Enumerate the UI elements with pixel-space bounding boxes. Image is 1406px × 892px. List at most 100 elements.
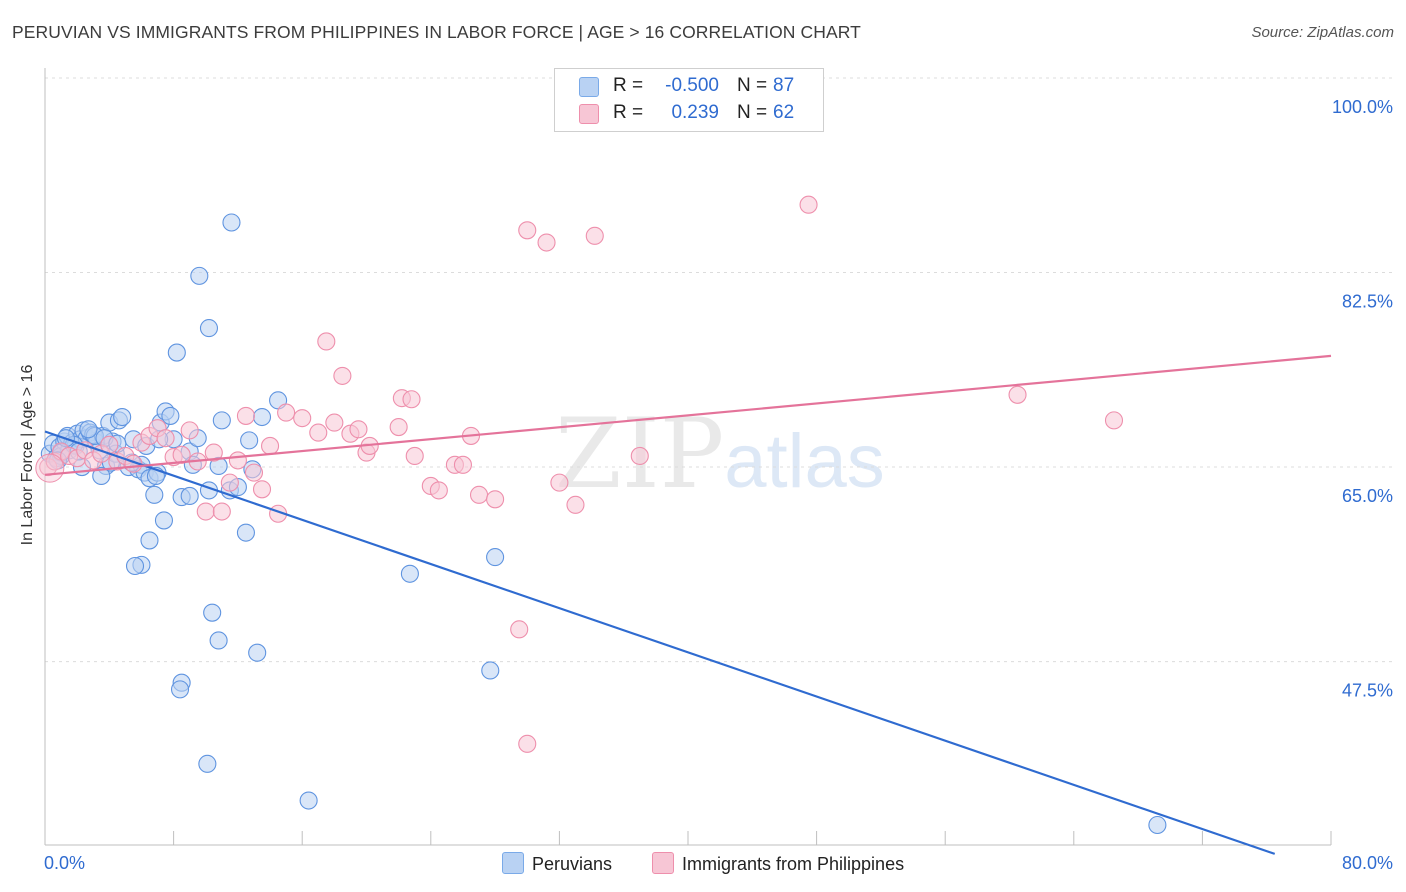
data-point [518,734,537,753]
data-point [220,473,239,492]
data-point [510,620,529,639]
legend-n-label: N = [737,75,768,96]
y-tick-label: 100.0% [1332,97,1393,117]
legend-swatch-philippines [579,104,599,124]
watermark-atlas: atlas [724,419,885,504]
data-point [154,511,174,530]
data-point [212,411,231,430]
data-point-cluster [35,453,65,483]
data-point [317,332,336,351]
data-point [167,343,186,362]
series-points-philippines [39,195,1124,753]
data-point [630,446,649,465]
data-point [325,413,344,432]
legend-r-value: -0.500 [665,75,719,96]
y-tick-label: 82.5% [1342,292,1393,312]
series-name-philippines: Immigrants from Philippines [682,854,905,874]
y-tick-label: 65.0% [1342,486,1393,506]
data-point [252,407,272,427]
data-point [453,455,473,474]
data-point [481,661,500,680]
data-point [429,481,448,500]
series-legend-peruvians: Peruvians [502,852,612,875]
data-point [92,466,111,486]
data-point [156,429,175,448]
data-point [79,420,98,439]
data-point [389,417,408,437]
legend-r-value: 0.239 [671,102,719,123]
trend-lines [44,354,1332,855]
series-swatch-peruvians [502,852,524,874]
x-tick-label-min: 0.0% [44,853,85,873]
data-point [299,791,318,810]
data-point [1008,385,1027,404]
data-point [550,473,569,492]
data-point [585,226,604,245]
data-point [518,221,537,240]
data-points [35,195,1167,835]
data-point [402,390,421,409]
data-point [244,463,264,482]
data-point [204,443,223,462]
data-point [198,754,217,773]
data-point [140,531,159,550]
data-point [196,502,215,521]
trend-line-peruvians [44,430,1276,855]
data-point [236,406,255,425]
data-point [309,423,328,442]
data-point [113,407,132,427]
data-point [180,421,199,440]
trend-line-philippines [44,354,1332,476]
data-point [125,556,145,576]
data-point [400,564,419,583]
series-swatch-philippines [652,852,674,874]
data-point [1104,411,1124,430]
data-point [799,195,818,214]
data-point [190,266,209,285]
data-point [486,490,505,509]
data-point [537,233,556,252]
data-point [240,431,259,450]
data-point [486,548,505,567]
legend-r-label: R = [613,75,644,96]
data-point [161,406,180,425]
data-point [199,319,219,338]
x-tick-label-max: 80.0% [1342,853,1393,873]
data-point [349,420,368,439]
data-point [222,213,241,232]
legend-n-label: N = [737,102,768,123]
chart-title: PERUVIAN VS IMMIGRANTS FROM PHILIPPINES … [12,22,861,42]
watermark: ZIPatlas [555,398,885,510]
data-point [405,446,424,465]
data-point [277,403,296,422]
series-points-peruvians [40,213,1167,835]
data-point [236,523,255,542]
correlation-legend: R = -0.500 N = 87 R = 0.239 N = 62 [554,68,824,132]
data-point [1148,815,1167,835]
data-point [566,495,585,514]
series-legend-philippines: Immigrants from Philippines [652,852,904,875]
source-label: Source: ZipAtlas.com [1251,24,1394,41]
legend-swatch-peruvians [579,77,599,97]
legend-r-label: R = [613,102,644,123]
y-tick-label: 47.5% [1342,681,1393,701]
legend-n-value: 87 [773,75,795,96]
data-point [252,480,272,499]
data-point [172,445,191,464]
data-point [469,485,489,504]
data-point [248,643,267,662]
data-point [203,603,222,622]
data-point [209,631,228,650]
series-name-peruvians: Peruvians [532,854,613,874]
data-point [260,436,280,455]
data-point [228,451,247,470]
data-point [145,485,164,504]
data-point [170,680,190,699]
legend-n-value: 62 [773,102,795,123]
data-point [180,486,199,506]
data-point [212,502,231,521]
data-point [333,366,352,385]
tick-labels: 47.5% 65.0% 82.5% 100.0% 0.0% 80.0% [44,97,1393,873]
data-point [293,409,312,428]
